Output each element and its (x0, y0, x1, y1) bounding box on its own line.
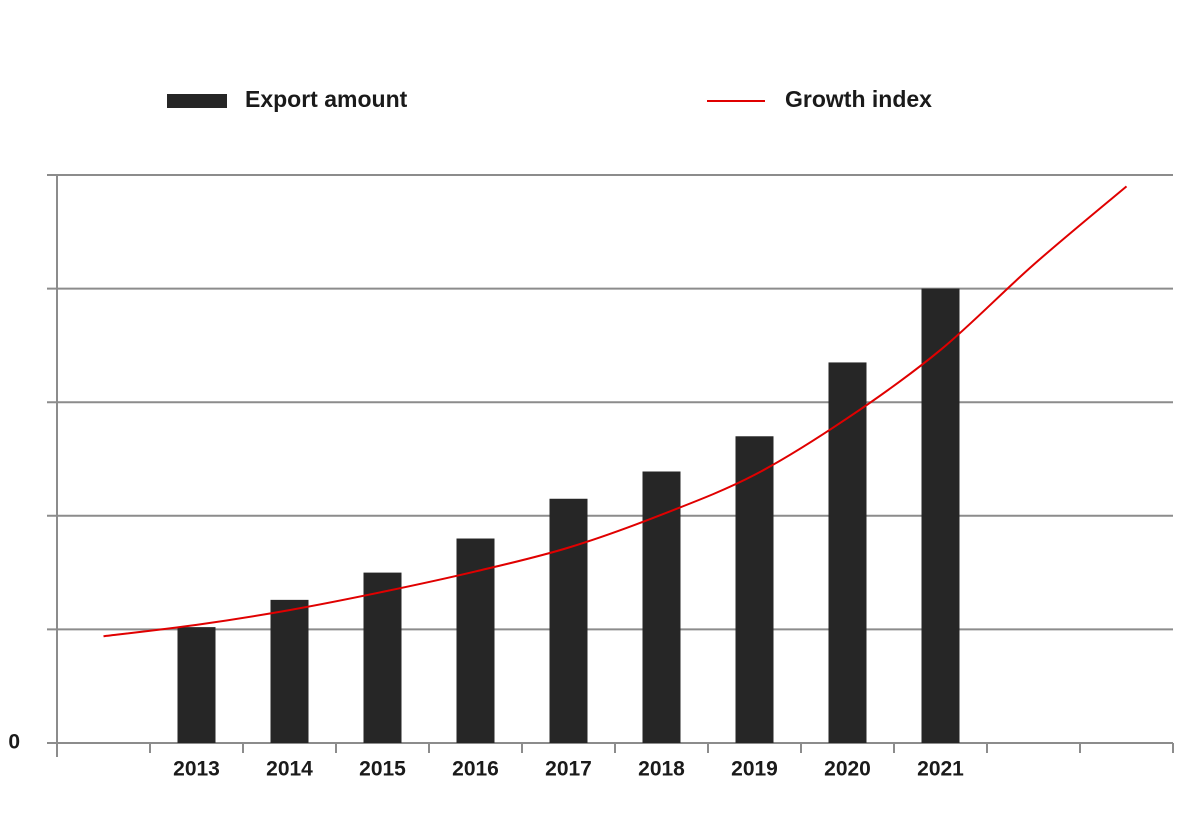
x-tick-label: 2017 (545, 758, 592, 781)
legend-label: Growth index (785, 86, 932, 112)
bar (456, 538, 495, 743)
legend-label: Export amount (245, 86, 408, 112)
x-tick-label: 2013 (173, 758, 220, 781)
x-tick-label: 2020 (824, 758, 871, 781)
line (103, 185, 1128, 638)
bar (642, 471, 681, 743)
bar (549, 498, 588, 743)
x-tick-label: 2016 (452, 758, 499, 781)
legend-swatch (167, 94, 227, 108)
x-tick-label: 2019 (731, 758, 778, 781)
bar (735, 436, 774, 743)
bar (921, 288, 960, 743)
x-tick-label: 2021 (917, 758, 964, 781)
bar (828, 362, 867, 743)
x-tick-label: 2015 (359, 758, 406, 781)
x-tick-label: 2014 (266, 758, 313, 781)
bar (363, 572, 402, 743)
x-tick-label: 2018 (638, 758, 685, 781)
bar (177, 627, 216, 743)
bar (270, 599, 309, 743)
y-tick-label: 0 (8, 731, 20, 754)
